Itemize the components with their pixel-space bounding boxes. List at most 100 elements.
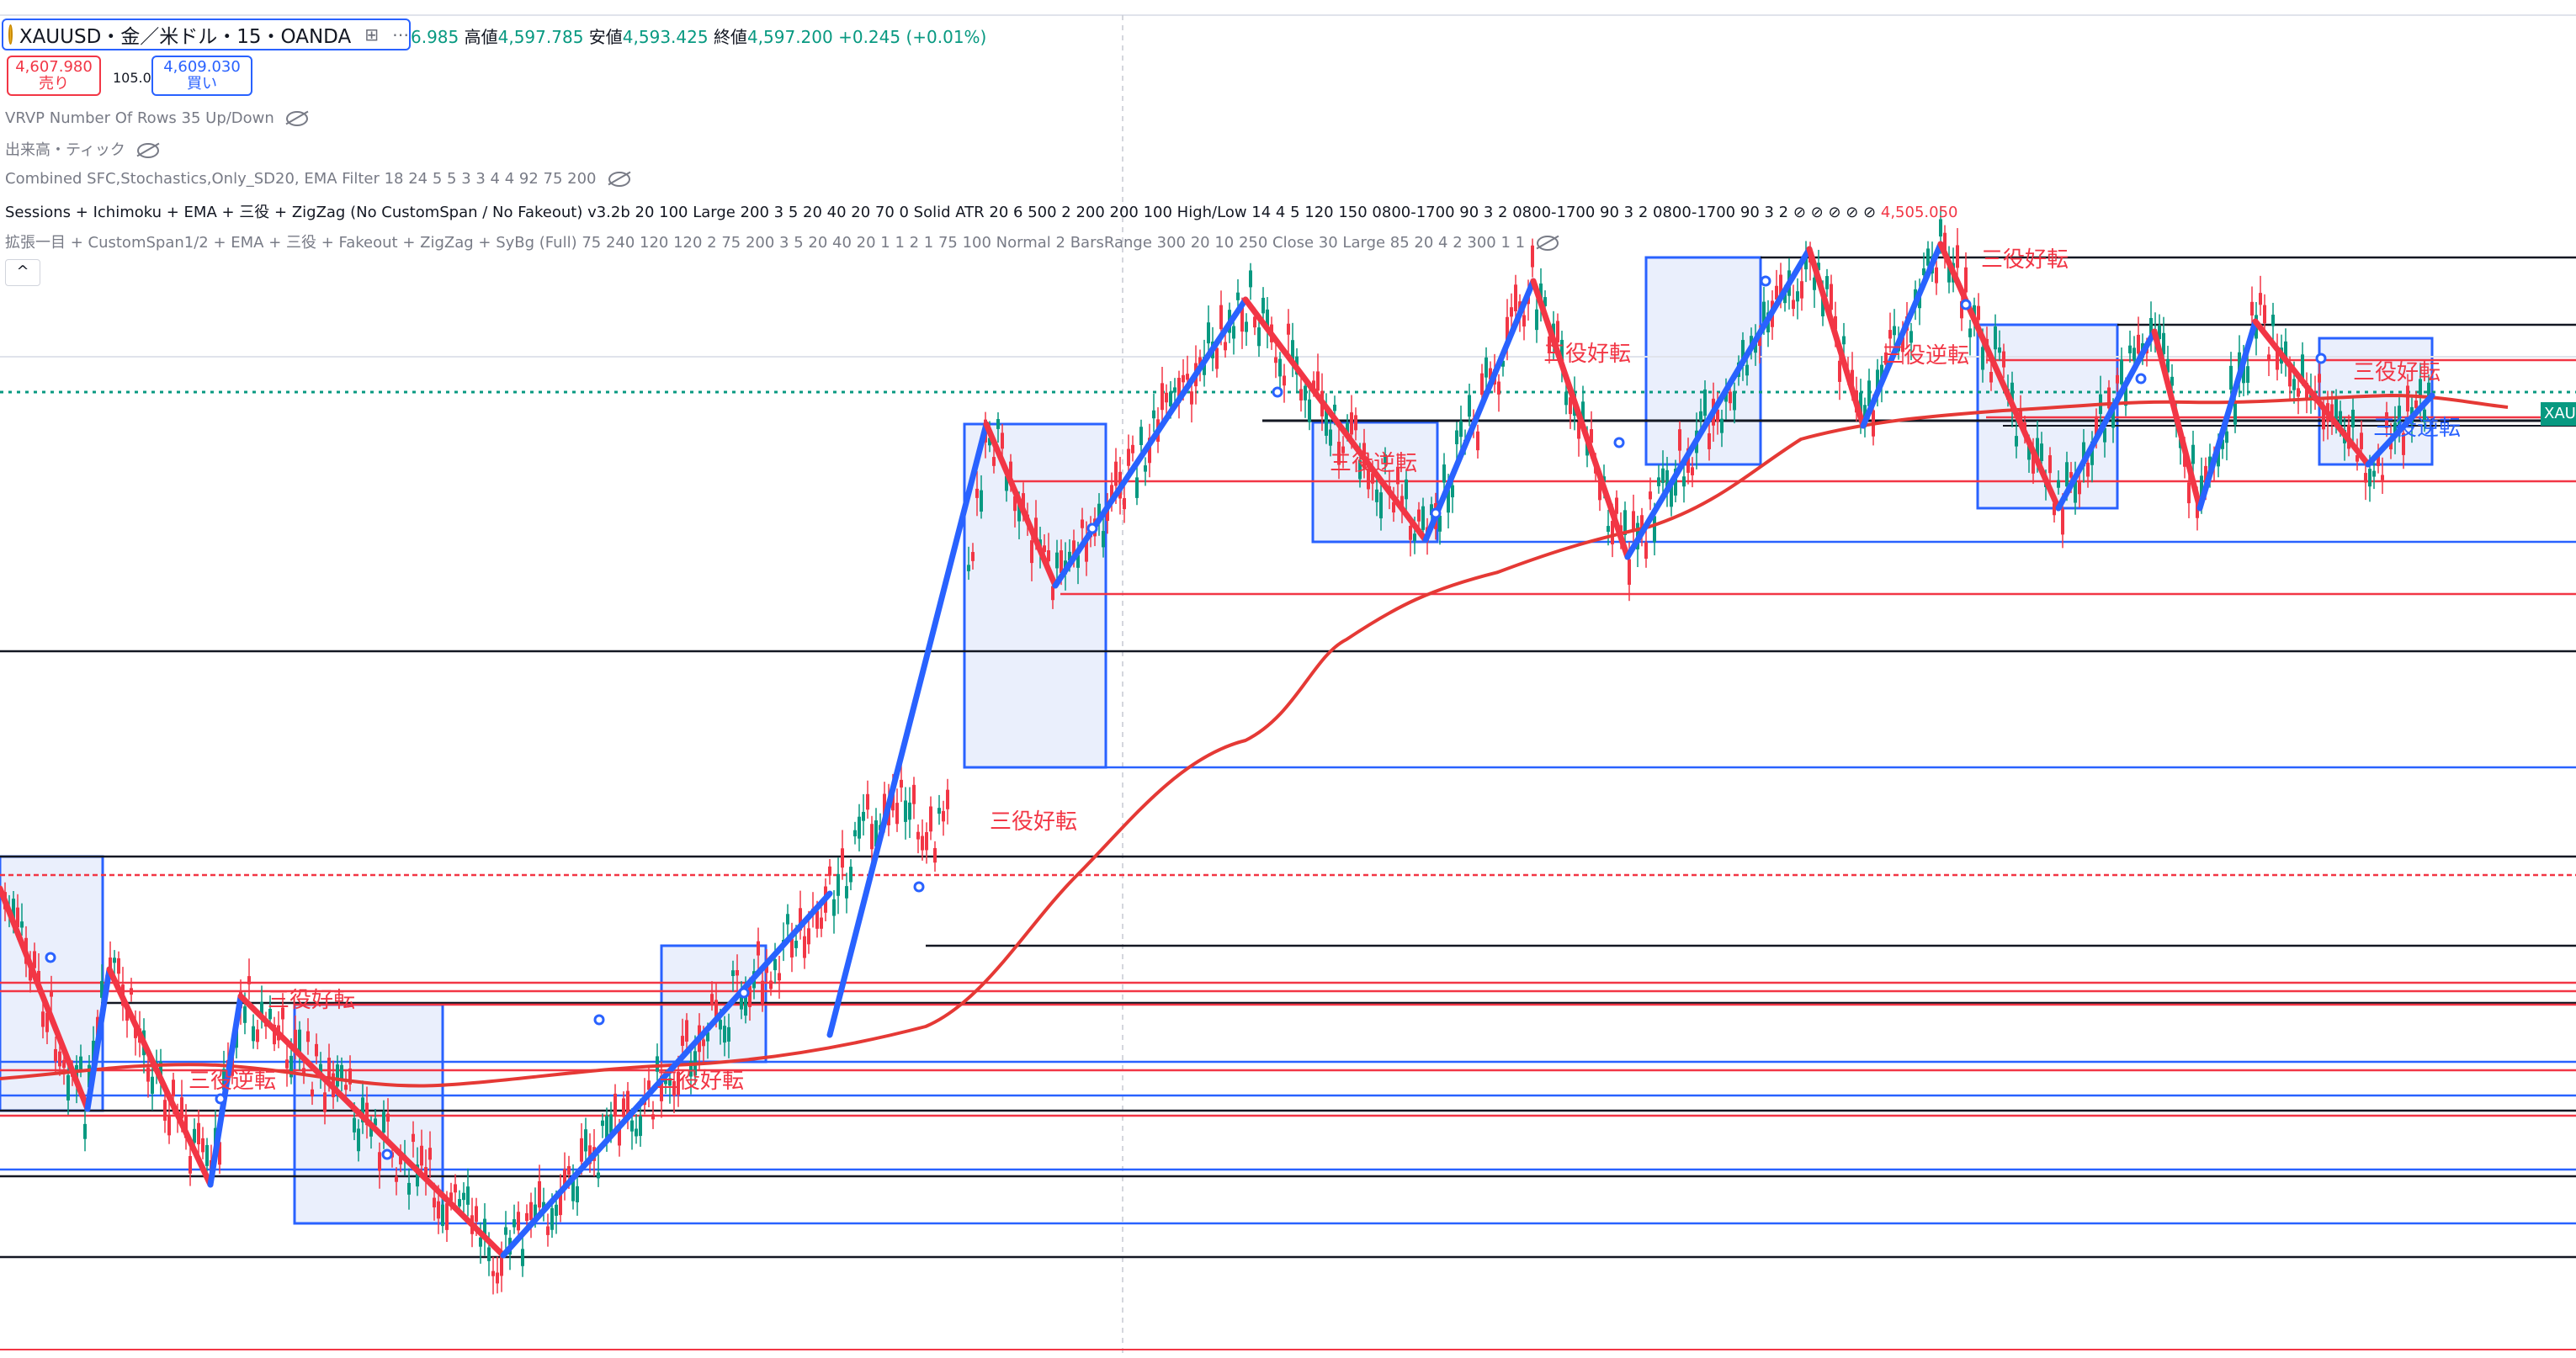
candle-body	[1548, 336, 1551, 353]
candle-body	[736, 970, 739, 976]
candle-body	[113, 957, 116, 963]
candle-body	[1716, 409, 1719, 422]
candle-body	[189, 1156, 192, 1174]
candle-body	[12, 899, 15, 921]
candle-body	[500, 1250, 503, 1276]
candle-body	[1674, 469, 1677, 496]
candle-body	[883, 793, 886, 819]
candle-body	[1409, 526, 1412, 540]
candle-body	[765, 965, 768, 973]
candle-body	[1346, 422, 1349, 434]
candle-body	[807, 928, 810, 945]
candle-body	[193, 1128, 196, 1143]
eye-off-icon[interactable]	[608, 172, 630, 187]
candle-body	[1851, 369, 1854, 387]
candle-body	[33, 951, 36, 968]
candle-body	[294, 1029, 297, 1048]
candle-body	[2419, 379, 2422, 398]
candle-body	[1177, 378, 1181, 404]
candle-body	[1017, 502, 1021, 522]
candle-body	[1792, 300, 1795, 310]
candle-body	[1691, 467, 1694, 475]
candle-body	[1859, 392, 1862, 418]
candle-body	[2334, 397, 2338, 425]
candle-body	[630, 1120, 634, 1132]
candle-body	[273, 1024, 276, 1045]
candle-body	[1236, 292, 1240, 300]
candle-body	[1169, 391, 1172, 407]
candle-body	[151, 1076, 154, 1094]
candle-body	[1253, 316, 1256, 328]
candle-body	[41, 1011, 45, 1027]
candle-body	[1510, 307, 1513, 317]
indicator-vrvp[interactable]: VRVP Number Of Rows 35 Up/Down	[5, 109, 308, 127]
candle-body	[1623, 510, 1627, 535]
candle-body	[980, 490, 983, 512]
candle-body	[672, 1080, 676, 1096]
candle-body	[1632, 511, 1635, 531]
candle-body	[1876, 369, 1879, 390]
candle-body	[559, 1189, 562, 1216]
indicator-sessions[interactable]: Sessions + Ichimoku + EMA + 三役 + ZigZag …	[5, 200, 1957, 222]
candle-body	[2385, 412, 2388, 428]
sell-button[interactable]: 4,607.980 売り	[7, 56, 101, 96]
candle-body	[2292, 379, 2296, 390]
candle-body	[605, 1115, 608, 1142]
candle-body	[2351, 409, 2355, 427]
candle-body	[601, 1120, 604, 1127]
candle-body	[677, 1071, 680, 1095]
candle-body	[1653, 516, 1656, 543]
candle-body	[635, 1128, 638, 1137]
indicator-extended-ichimoku[interactable]: 拡張一目 + CustomSpan1/2 + EMA + 三役 + Fakeou…	[5, 231, 1559, 252]
candle-body	[2111, 406, 2115, 428]
candle-body	[853, 830, 857, 837]
more-icon[interactable]: ⋯	[392, 24, 409, 45]
candle-body	[1219, 305, 1223, 330]
candle-body	[1939, 219, 1942, 237]
candle-body	[820, 917, 823, 929]
candle-body	[714, 1000, 718, 1021]
candle-body	[651, 1114, 655, 1120]
chevron-up-icon[interactable]: ^	[5, 259, 40, 286]
candle-body	[1922, 268, 1925, 276]
compare-icon[interactable]: ⊞	[364, 24, 379, 45]
candle-body	[1013, 496, 1017, 512]
candle-body	[1232, 326, 1235, 339]
candle-body	[2398, 406, 2401, 432]
candle-body	[1830, 284, 1833, 310]
candle-body	[1590, 429, 1593, 443]
candle-body	[2259, 293, 2262, 305]
candle-body	[799, 908, 802, 931]
candle-body	[2377, 452, 2380, 466]
candle-body	[117, 957, 120, 974]
candle-body	[475, 1206, 478, 1223]
candle-body	[2284, 341, 2287, 359]
candle-body	[929, 806, 932, 832]
candle-body	[1076, 554, 1080, 568]
candle-body	[858, 816, 861, 839]
candle-body	[513, 1219, 516, 1228]
indicator-combined-sfc[interactable]: Combined SFC,Stochastics,Only_SD20, EMA …	[5, 170, 630, 188]
symbol-selector[interactable]: XAUUSD・金／米ドル・15・OANDA ⊞ ⋯	[2, 19, 411, 50]
candle-body	[1800, 281, 1803, 299]
candle-body	[1644, 542, 1648, 560]
candle-body	[1670, 485, 1673, 507]
candle-body	[1114, 461, 1118, 486]
candle-body	[2271, 314, 2275, 326]
signal-label: 三役好転	[1981, 247, 2069, 273]
candle-body	[1981, 347, 1984, 370]
eye-off-icon[interactable]	[285, 111, 308, 126]
candle-body	[2027, 442, 2031, 460]
candle-body	[1224, 342, 1227, 351]
candle-body	[1745, 364, 1749, 376]
indicator-volume[interactable]: 出来高・ティック	[5, 138, 159, 160]
candle-body	[247, 976, 251, 984]
candle-body	[496, 1272, 499, 1284]
buy-button[interactable]: 4,609.030 買い	[151, 56, 252, 96]
candle-body	[454, 1184, 457, 1193]
eye-off-icon[interactable]	[1537, 236, 1559, 251]
eye-off-icon[interactable]	[136, 143, 159, 158]
candle-body	[1628, 559, 1631, 585]
candle-body	[1817, 263, 1820, 271]
